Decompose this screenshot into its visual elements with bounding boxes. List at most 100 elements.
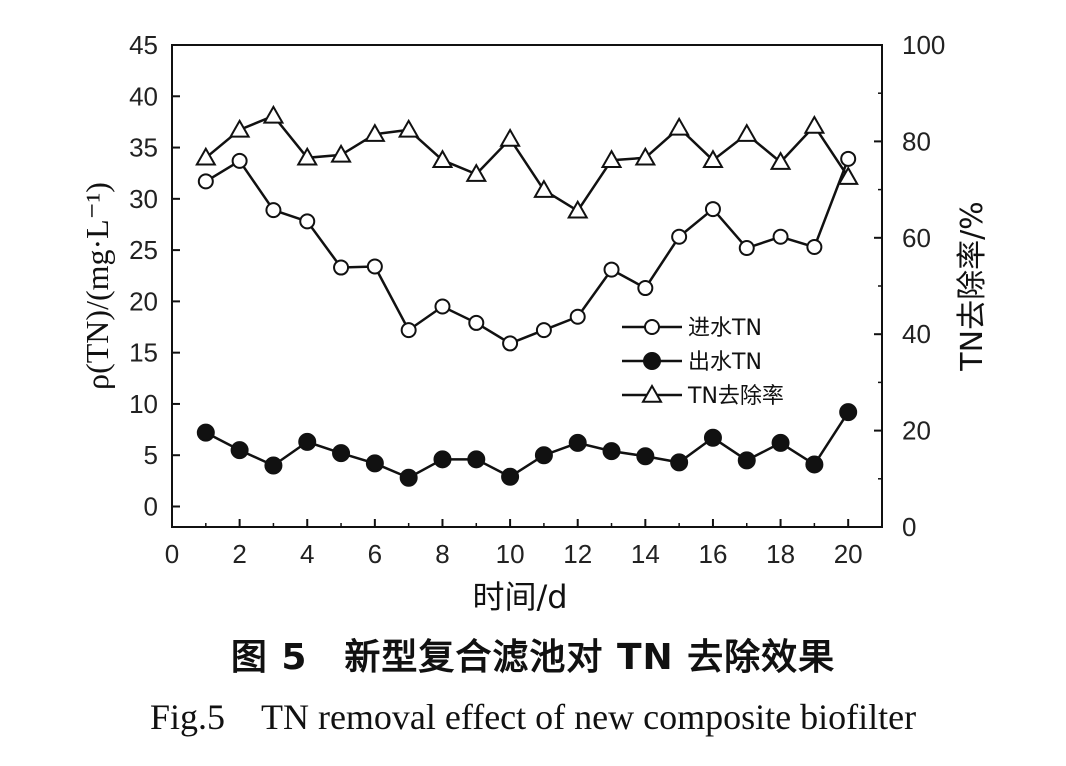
data-point bbox=[400, 322, 417, 339]
y-tick-label: 15 bbox=[129, 338, 158, 368]
y-tick-label: 45 bbox=[129, 30, 158, 60]
data-point bbox=[603, 261, 620, 278]
data-point bbox=[264, 456, 283, 475]
data-point bbox=[467, 450, 486, 469]
data-point bbox=[535, 322, 552, 339]
data-point bbox=[566, 199, 589, 219]
x-tick-label: 4 bbox=[300, 539, 314, 569]
data-point bbox=[670, 453, 689, 472]
data-point bbox=[771, 433, 790, 452]
legend-marker bbox=[643, 352, 661, 370]
legend-marker bbox=[641, 383, 663, 403]
chart: 0 2 4 6 8 10 12 14 16 18 20 0 5 10 15 20 25 30 35 40 45 0 20 40… bbox=[79, 30, 990, 616]
data-point bbox=[772, 228, 789, 245]
data-point bbox=[262, 104, 285, 124]
x-tick-label: 2 bbox=[232, 539, 246, 569]
data-point bbox=[600, 149, 623, 168]
caption-chinese: 图 5 新型复合滤池对 TN 去除效果 bbox=[230, 637, 836, 678]
data-point bbox=[839, 403, 858, 422]
data-point bbox=[602, 442, 621, 461]
data-point bbox=[837, 166, 859, 185]
legend-marker bbox=[644, 319, 660, 335]
data-point bbox=[399, 468, 418, 487]
y-axis-label: ρ(TN)/(mg·L⁻¹) bbox=[79, 182, 115, 390]
y2-tick-label: 100 bbox=[902, 30, 945, 60]
y2-tick-label: 60 bbox=[902, 223, 931, 253]
legend-label: 出水TN bbox=[688, 350, 762, 375]
x-tick-label: 14 bbox=[631, 539, 660, 569]
y2-tick-label: 0 bbox=[902, 512, 916, 542]
x-tick-label: 10 bbox=[496, 539, 525, 569]
data-point bbox=[568, 433, 587, 452]
caption-english: Fig.5 TN removal effect of new composite… bbox=[149, 697, 917, 737]
data-point bbox=[738, 240, 755, 257]
legend-label: TN去除率 bbox=[687, 384, 784, 409]
data-point bbox=[434, 298, 451, 315]
x-tick-label: 12 bbox=[563, 539, 592, 569]
data-point bbox=[265, 202, 282, 219]
data-point bbox=[502, 335, 519, 352]
data-point bbox=[366, 258, 383, 275]
y-tick-label: 5 bbox=[144, 440, 158, 470]
data-point bbox=[636, 447, 655, 466]
x-tick-label: 16 bbox=[698, 539, 727, 569]
data-point bbox=[634, 146, 657, 166]
y-tick-label: 25 bbox=[129, 235, 158, 265]
data-point bbox=[298, 432, 317, 451]
y-tick-label: 40 bbox=[129, 81, 158, 111]
data-point bbox=[534, 446, 553, 465]
series-line bbox=[205, 158, 850, 345]
data-point bbox=[397, 118, 420, 138]
data-point bbox=[805, 455, 824, 474]
data-point bbox=[806, 239, 823, 256]
y-tick-label: 20 bbox=[129, 286, 158, 316]
y-tick-label: 10 bbox=[129, 389, 158, 419]
data-point bbox=[364, 123, 386, 142]
data-point bbox=[431, 149, 454, 168]
data-point bbox=[231, 152, 248, 169]
data-point bbox=[737, 451, 756, 470]
x-tick-label: 20 bbox=[834, 539, 863, 569]
y-tick-label: 35 bbox=[129, 133, 158, 163]
data-point bbox=[332, 444, 351, 463]
data-point bbox=[330, 143, 352, 163]
y-tick-label: 0 bbox=[144, 491, 158, 521]
y2-axis-label: TN去除率/% bbox=[955, 201, 990, 371]
data-point bbox=[468, 314, 485, 331]
data-point bbox=[499, 127, 521, 147]
data-point bbox=[736, 123, 758, 142]
x-axis-label: 时间/d bbox=[472, 578, 567, 616]
data-point bbox=[465, 163, 488, 182]
y2-tick-label: 80 bbox=[902, 126, 931, 156]
data-point bbox=[433, 450, 452, 469]
data-point bbox=[569, 308, 586, 325]
data-point bbox=[703, 428, 722, 447]
legend-label: 进水TN bbox=[688, 316, 762, 341]
x-tick-label: 0 bbox=[165, 539, 179, 569]
data-point bbox=[637, 280, 654, 297]
data-point bbox=[769, 151, 792, 170]
data-point bbox=[365, 454, 384, 473]
data-point bbox=[196, 423, 215, 442]
data-point bbox=[296, 146, 318, 166]
y-tick-label: 30 bbox=[129, 184, 158, 214]
data-point bbox=[299, 213, 316, 230]
data-point bbox=[228, 118, 251, 138]
data-point bbox=[803, 114, 826, 134]
data-point bbox=[197, 173, 214, 190]
y2-tick-label: 40 bbox=[902, 319, 931, 349]
x-tick-label: 6 bbox=[368, 539, 382, 569]
data-point bbox=[668, 116, 690, 136]
data-point bbox=[333, 259, 350, 276]
data-point bbox=[704, 201, 721, 218]
data-point bbox=[195, 146, 217, 166]
x-tick-label: 8 bbox=[435, 539, 449, 569]
data-point bbox=[230, 441, 249, 460]
y2-tick-label: 20 bbox=[902, 416, 931, 446]
data-point bbox=[501, 467, 520, 486]
data-point bbox=[671, 228, 688, 245]
data-point bbox=[840, 150, 857, 167]
data-point bbox=[533, 179, 555, 198]
x-tick-label: 18 bbox=[766, 539, 795, 569]
